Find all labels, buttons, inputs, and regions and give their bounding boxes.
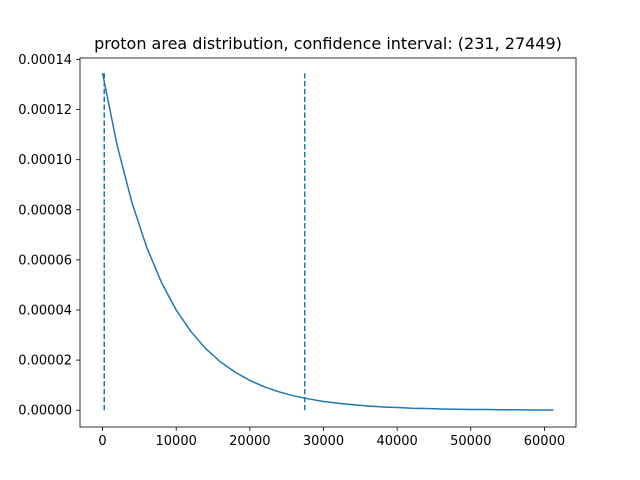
y-tick-label: 0.00008 xyxy=(18,203,72,218)
y-tick-label: 0.00002 xyxy=(18,354,72,369)
x-tick-label: 60000 xyxy=(524,434,565,449)
x-tick-label: 10000 xyxy=(156,434,197,449)
series-line xyxy=(101,73,554,411)
y-tick-label: 0.00004 xyxy=(18,304,72,319)
x-tick-label: 0 xyxy=(98,434,106,449)
y-tick-label: 0.00014 xyxy=(18,53,72,68)
x-tick-label: 40000 xyxy=(376,434,417,449)
y-tick-label: 0.00000 xyxy=(18,404,72,419)
chart-title: proton area distribution, confidence int… xyxy=(94,34,562,53)
y-tick-label: 0.00010 xyxy=(18,153,72,168)
x-tick-label: 20000 xyxy=(229,434,270,449)
y-tick-label: 0.00006 xyxy=(18,253,72,268)
x-tick-label: 30000 xyxy=(303,434,344,449)
y-tick-label: 0.00012 xyxy=(18,103,72,118)
x-tick-label: 50000 xyxy=(450,434,491,449)
axes-frame xyxy=(79,57,577,428)
plot-area: 0 10000 20000 30000 40000 50000 60000 0.00000 0.… xyxy=(18,53,577,449)
